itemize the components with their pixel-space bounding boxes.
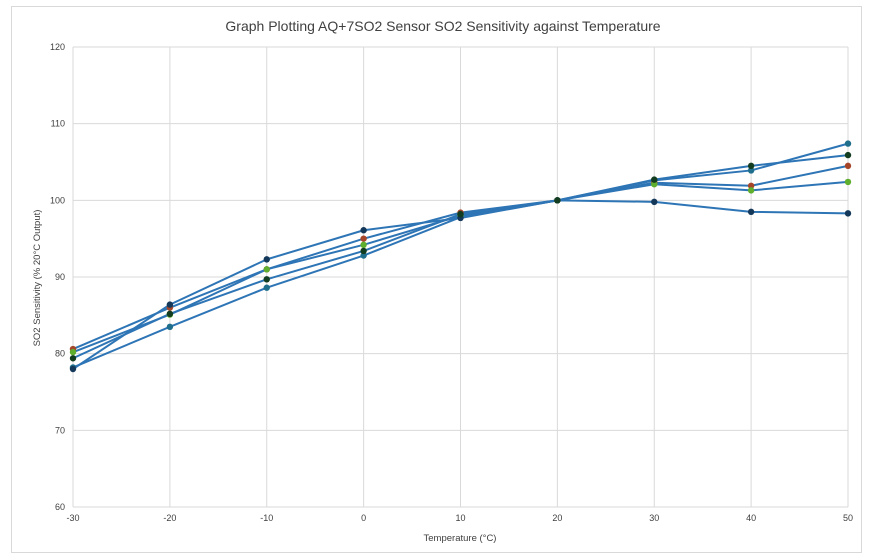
x-tick-label: 30 — [649, 513, 659, 523]
series-3-point — [360, 241, 367, 248]
x-tick-label: 20 — [552, 513, 562, 523]
series-1-point — [360, 252, 367, 259]
gridlines — [72, 46, 849, 508]
x-tick-label: 50 — [843, 513, 853, 523]
series-2-point — [844, 162, 852, 170]
series-5-point — [554, 197, 561, 204]
y-tick-label: 120 — [50, 42, 65, 52]
y-tick-label: 100 — [50, 195, 65, 205]
x-tick-label: 0 — [361, 513, 366, 523]
x-tick-label: -20 — [163, 513, 176, 523]
y-tick-label: 70 — [55, 425, 65, 435]
series-3-point — [747, 187, 755, 194]
series-1-point — [747, 167, 755, 174]
series-3-point — [69, 348, 77, 356]
y-axis-title: SO2 Sensitivity (% 20°C Output) — [32, 210, 43, 347]
x-tick-label: -30 — [66, 513, 79, 523]
series-1-point — [844, 140, 852, 147]
y-tick-labels: 60 70 80 90 100 110 120 — [50, 42, 65, 512]
series-3-point — [651, 181, 658, 188]
series-markers — [69, 140, 852, 373]
series-2-point — [360, 235, 367, 242]
y-tick-label: 80 — [55, 349, 65, 359]
series-5-point — [360, 247, 367, 255]
series-4-point — [651, 198, 658, 206]
series-5-point — [263, 276, 270, 283]
series-5-point — [747, 162, 755, 170]
series-4-point — [747, 208, 755, 216]
series-1-point — [263, 284, 270, 291]
series-2-point — [747, 182, 755, 189]
y-tick-label: 90 — [55, 272, 65, 282]
x-tick-label: 10 — [455, 513, 465, 523]
x-axis-title: Temperature (°C) — [424, 533, 497, 544]
series-5-point — [166, 310, 174, 317]
x-tick-labels: -30 -20 -10 0 10 20 30 40 50 — [66, 513, 853, 523]
series-4-point — [844, 210, 852, 217]
chart-frame — [11, 6, 862, 553]
series-5-point — [69, 355, 77, 362]
y-tick-label: 110 — [51, 119, 65, 129]
series-3-point — [263, 266, 270, 273]
x-tick-label: -10 — [260, 513, 273, 523]
y-tick-label: 60 — [55, 502, 65, 512]
series-1-point — [166, 323, 174, 331]
series-4-point — [166, 301, 174, 308]
series-3-point — [844, 178, 852, 186]
series-5-point — [457, 210, 464, 218]
series-5-point — [844, 151, 852, 159]
series-4-point — [360, 227, 367, 234]
series-4-point — [263, 256, 270, 263]
series-4-point — [69, 365, 77, 373]
chart-title: Graph Plotting AQ+7SO2 Sensor SO2 Sensit… — [225, 18, 660, 34]
series-5-point — [651, 176, 658, 183]
x-tick-label: 40 — [746, 513, 756, 523]
